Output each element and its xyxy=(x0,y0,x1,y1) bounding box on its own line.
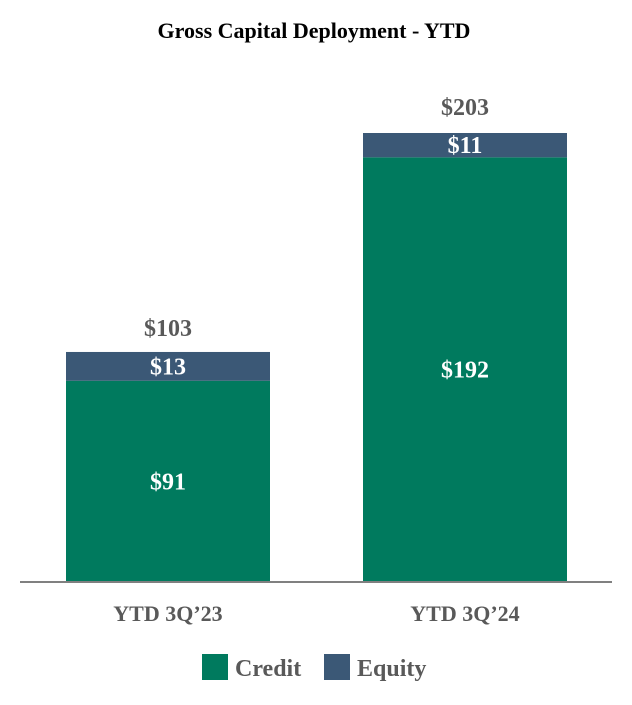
data-label-equity-2: $11 xyxy=(448,133,483,159)
bar-segment-equity-1 xyxy=(66,351,270,381)
data-label-credit-2: $192 xyxy=(441,358,489,384)
total-label-2: $203 xyxy=(441,95,489,121)
data-label-equity-1: $13 xyxy=(150,354,186,380)
legend-label-equity: Equity xyxy=(357,656,426,682)
total-label-1: $103 xyxy=(144,316,192,342)
legend: Credit Equity xyxy=(202,654,426,682)
x-tick-label-1: YTD 3Q’23 xyxy=(113,601,222,626)
chart-title: Gross Capital Deployment - YTD xyxy=(158,18,471,43)
bar-segment-equity-2 xyxy=(363,133,567,158)
x-tick-labels: YTD 3Q’23 YTD 3Q’24 xyxy=(113,601,519,626)
data-label-credit-1: $91 xyxy=(150,469,186,495)
x-tick-label-2: YTD 3Q’24 xyxy=(410,601,519,626)
bar-segment-credit-2 xyxy=(363,157,567,582)
legend-swatch-equity xyxy=(324,654,350,680)
bar-segment-credit-1 xyxy=(66,380,270,582)
legend-label-credit: Credit xyxy=(235,656,301,682)
legend-swatch-credit xyxy=(202,654,228,680)
bars-layer: $91 $13 $103 $192 $11 $203 xyxy=(66,95,567,582)
